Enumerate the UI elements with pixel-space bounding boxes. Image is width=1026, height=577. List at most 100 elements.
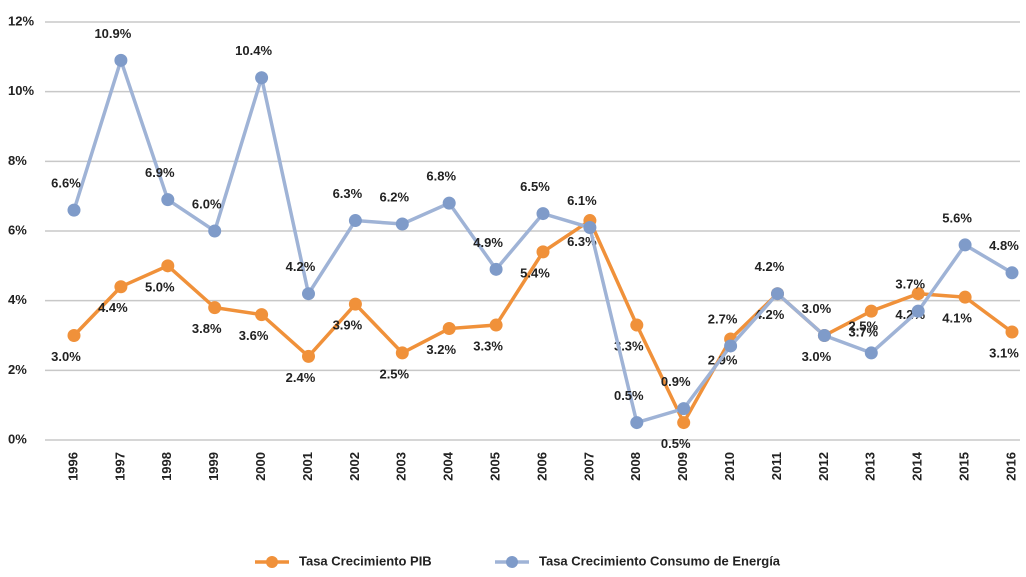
x-tick-label: 2013 [863, 452, 878, 481]
data-label: 6.0% [192, 196, 222, 211]
point [161, 259, 175, 273]
data-label: 4.4% [98, 300, 128, 315]
legend-marker [506, 556, 518, 568]
data-label: 0.9% [661, 374, 691, 389]
point [536, 245, 550, 259]
point [114, 280, 128, 294]
x-tick-label: 2004 [441, 451, 456, 481]
point [630, 416, 644, 430]
point [489, 318, 503, 332]
point [864, 304, 878, 318]
x-tick-label: 2014 [910, 451, 925, 481]
point [208, 301, 222, 315]
data-label: 0.5% [614, 388, 644, 403]
x-tick-label: 1996 [65, 452, 80, 481]
x-tick-label: 2002 [347, 452, 362, 481]
data-label: 3.9% [333, 318, 363, 333]
data-label: 10.9% [94, 26, 131, 41]
y-tick-label: 2% [8, 362, 27, 377]
x-tick-label: 2006 [534, 452, 549, 481]
point [864, 346, 878, 360]
data-label: 3.6% [239, 328, 269, 343]
point [958, 290, 972, 304]
x-tick-label: 2012 [816, 452, 831, 481]
data-label: 4.2% [286, 259, 316, 274]
legend-label: Tasa Crecimiento Consumo de Energía [539, 553, 781, 568]
point [1005, 325, 1019, 339]
point [958, 238, 972, 252]
x-tick-label: 2011 [769, 452, 784, 480]
data-label: 6.3% [567, 234, 597, 249]
point [911, 287, 925, 301]
point [536, 207, 550, 221]
data-label: 6.5% [520, 179, 550, 194]
data-label: 2.5% [379, 366, 409, 381]
y-tick-label: 4% [8, 292, 27, 307]
data-label: 3.3% [614, 338, 644, 353]
y-tick-label: 12% [8, 13, 34, 28]
x-tick-label: 2015 [957, 452, 972, 481]
data-label: 3.2% [426, 342, 456, 357]
data-label: 4.1% [942, 311, 972, 326]
data-label: 6.9% [145, 165, 175, 180]
data-label: 2.7% [708, 311, 738, 326]
point [348, 214, 362, 228]
point [771, 287, 784, 301]
data-label: 3.3% [473, 338, 503, 353]
y-tick-label: 8% [8, 153, 27, 168]
point [348, 297, 362, 311]
point [302, 349, 315, 363]
data-label: 6.8% [426, 169, 456, 184]
point [208, 224, 222, 238]
x-tick-label: 1999 [206, 452, 221, 481]
data-label: 4.8% [989, 238, 1019, 253]
data-label: 3.7% [848, 325, 878, 340]
legend-marker [266, 556, 278, 568]
point [67, 329, 81, 342]
point [630, 318, 644, 332]
x-tick-label: 1997 [112, 452, 127, 481]
point [677, 402, 691, 416]
x-tick-label: 2001 [300, 452, 315, 481]
point [255, 308, 269, 322]
x-tick-label: 2016 [1003, 452, 1018, 481]
point [255, 71, 269, 85]
point [67, 203, 81, 217]
data-label: 6.2% [379, 189, 409, 204]
legend-label: Tasa Crecimiento PIB [299, 553, 432, 568]
x-tick-label: 2007 [581, 452, 596, 481]
y-tick-label: 6% [8, 222, 27, 237]
data-label: 6.6% [51, 176, 81, 191]
data-label: 6.1% [567, 193, 597, 208]
x-tick-label: 2000 [253, 452, 268, 481]
data-label: 3.1% [989, 345, 1019, 360]
data-label: 4.9% [473, 235, 503, 250]
point [161, 193, 175, 207]
point [724, 339, 738, 353]
point [395, 346, 409, 360]
point [1005, 266, 1019, 280]
data-label: 4.2% [755, 259, 785, 274]
point [114, 53, 128, 67]
data-label: 3.0% [802, 301, 832, 316]
data-label: 5.0% [145, 279, 175, 294]
point [489, 262, 503, 276]
x-tick-label: 2010 [722, 452, 737, 481]
point [442, 196, 456, 210]
data-label: 3.8% [192, 321, 222, 336]
data-label: 5.4% [520, 265, 550, 280]
x-tick-label: 2005 [488, 452, 503, 481]
x-tick-label: 2008 [628, 452, 643, 481]
data-label: 2.5% [848, 318, 878, 333]
series-line [72, 54, 1013, 425]
y-tick-label: 10% [8, 83, 34, 98]
point [677, 416, 691, 430]
y-tick-label: 0% [8, 431, 27, 446]
data-label: 6.3% [333, 186, 363, 201]
x-tick-label: 2009 [675, 452, 690, 481]
point [911, 304, 925, 318]
data-label: 3.0% [802, 349, 832, 364]
data-label: 5.6% [942, 210, 972, 225]
point [817, 329, 831, 342]
